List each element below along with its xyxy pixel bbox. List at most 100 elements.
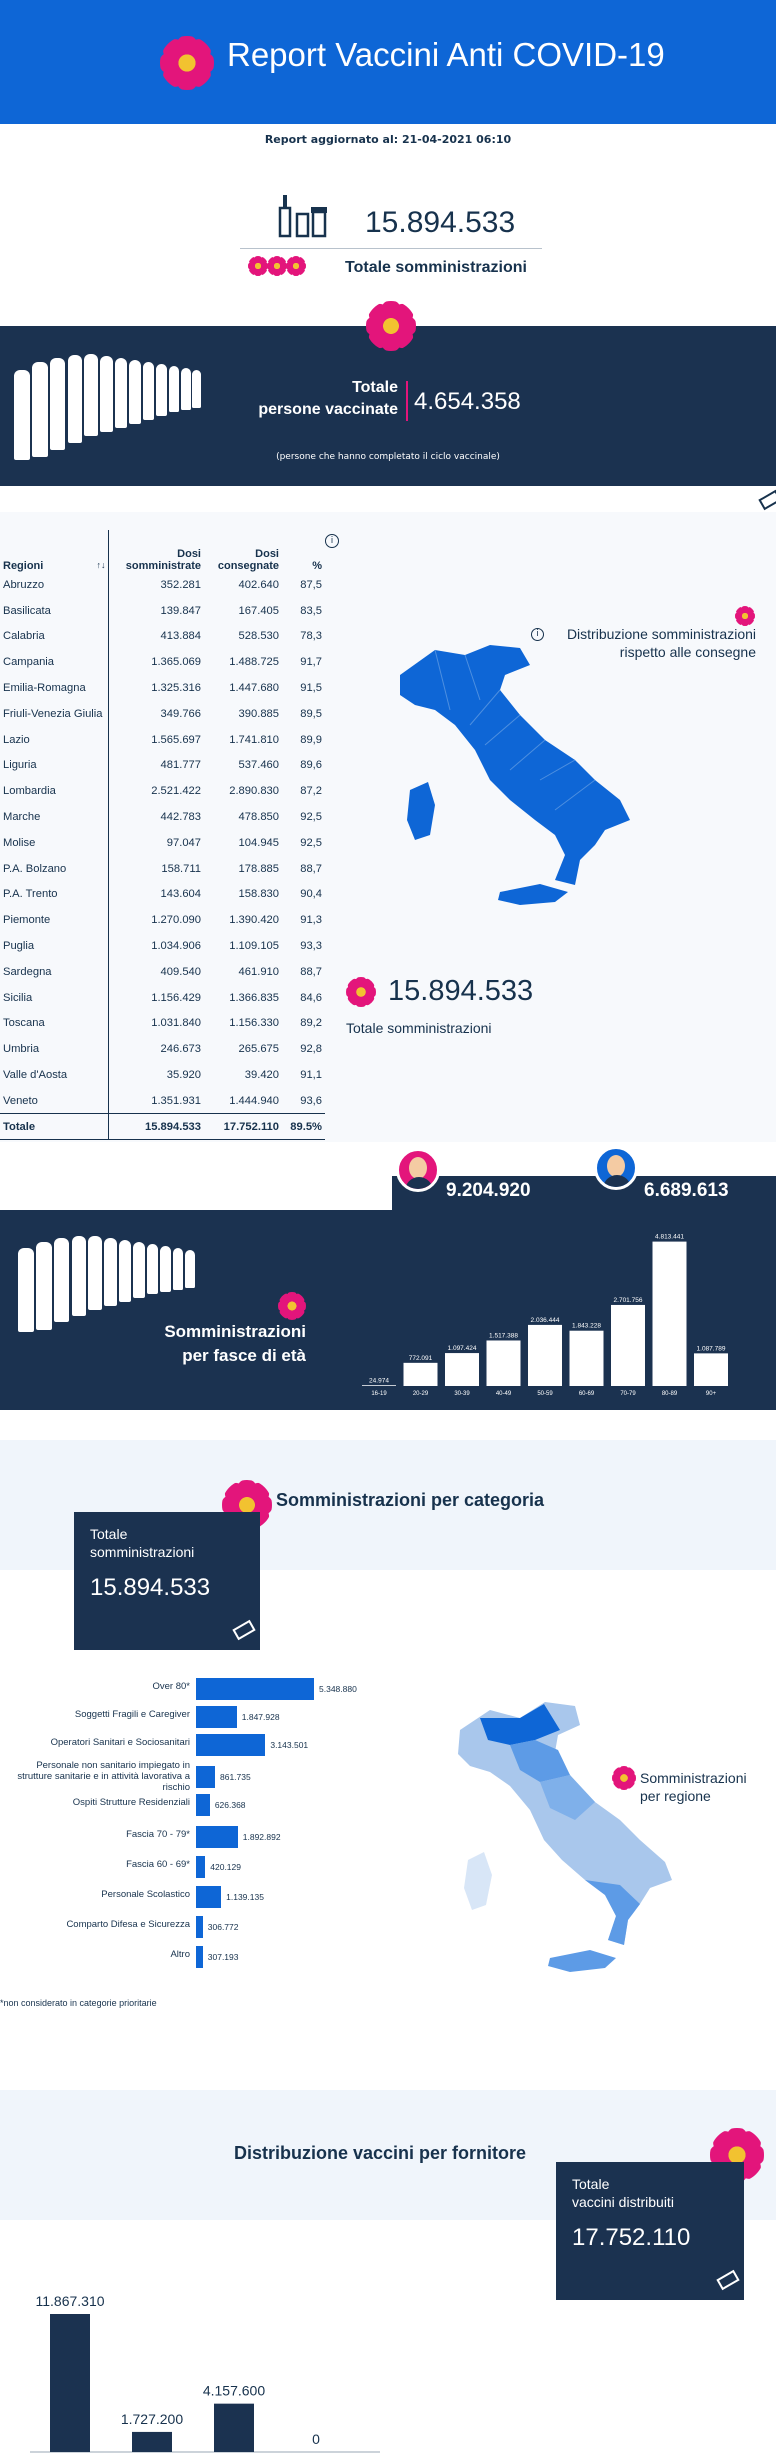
- italy-region-map[interactable]: [440, 1690, 680, 1980]
- eraser-icon[interactable]: [758, 489, 776, 511]
- age-bar: [486, 1340, 521, 1386]
- category-bar: [196, 1916, 203, 1938]
- category-label: Altro: [170, 1949, 190, 1960]
- table-row[interactable]: Marche 442.783 478.850 92,5: [0, 804, 325, 830]
- table-row[interactable]: Veneto 1.351.931 1.444.940 93,6: [0, 1087, 325, 1114]
- region-value: 413.884: [160, 630, 201, 643]
- table-row[interactable]: Sicilia 1.156.429 1.366.835 84,6: [0, 984, 325, 1011]
- table-row[interactable]: Piemonte 1.270.090 1.390.420 91,3: [0, 907, 325, 934]
- table-row[interactable]: Lombardia 2.521.422 2.890.830 87,2: [0, 778, 325, 805]
- age-bar-chart[interactable]: 24.974 16-19 772.091 20-29 1.097.424 30-39 1.5…: [356, 1226, 756, 1404]
- region-name: Campania: [0, 649, 109, 676]
- region-value: 104.945: [238, 836, 279, 849]
- total-cell: 17.752.110: [204, 1113, 282, 1141]
- total-cell: Totale: [0, 1113, 109, 1141]
- table-row[interactable]: Abruzzo 352.281 402.640 87,5: [0, 572, 325, 598]
- table-row[interactable]: Emilia-Romagna 1.325.316 1.447.680 91,5: [0, 675, 325, 701]
- region-value: 537.460: [238, 759, 279, 772]
- category-bar: [196, 1794, 210, 1816]
- region-value: 87,2: [300, 785, 322, 798]
- region-value: 78,3: [300, 630, 322, 643]
- region-value: 478.850: [238, 811, 279, 824]
- category-value: 420.129: [210, 1862, 241, 1872]
- region-value: 91,5: [300, 682, 322, 695]
- info-icon[interactable]: i: [325, 534, 339, 548]
- age-bar: [445, 1353, 479, 1386]
- table-total-row: Totale 15.894.533 17.752.110 89.5%: [0, 1113, 325, 1141]
- supplier-bar-chart[interactable]: 11.867.310 1.727.200 4.157.600 0: [30, 2290, 390, 2458]
- eraser-icon[interactable]: [232, 1619, 256, 1641]
- region-value: 1.270.090: [151, 914, 201, 927]
- col-region-header[interactable]: Regioni ↑↓: [0, 530, 109, 572]
- region-value: 1.444.940: [229, 1094, 279, 1107]
- region-value: 528.530: [238, 630, 279, 643]
- region-value: 93,6: [300, 1094, 322, 1107]
- flower-icon: [612, 1766, 636, 1790]
- region-value: 1.741.810: [229, 733, 279, 746]
- age-tick-label: 90+: [706, 1391, 717, 1397]
- flower-icon: [735, 606, 755, 626]
- region-value: 442.783: [160, 811, 201, 824]
- age-tick-label: 20-29: [413, 1391, 429, 1397]
- region-value: 92,5: [300, 811, 322, 824]
- table-row[interactable]: Friuli-Venezia Giulia 349.766 390.885 89,5: [0, 700, 325, 727]
- region-name: Puglia: [0, 933, 109, 959]
- category-chart[interactable]: Over 80* 5.348.880 Soggetti Fragili e Care…: [0, 1670, 420, 1970]
- region-name: Umbria: [0, 1036, 109, 1063]
- category-label: Soggetti Fragili e Caregiver: [74, 1709, 190, 1720]
- map-distribution-title-1: Distribuzione somministrazioni: [566, 626, 756, 642]
- table-row[interactable]: Calabria 413.884 528.530 78,3: [0, 623, 325, 650]
- table-row[interactable]: Puglia 1.034.906 1.109.105 93,3: [0, 933, 325, 959]
- region-value: 91,1: [300, 1069, 322, 1082]
- region-value: 88,7: [300, 965, 322, 978]
- total-administrations-value: 15.894.533: [365, 206, 516, 239]
- eraser-icon[interactable]: [716, 2269, 740, 2291]
- info-icon[interactable]: i: [531, 628, 544, 641]
- category-value: 1.892.892: [242, 1832, 281, 1842]
- region-value: 1.447.680: [229, 682, 279, 695]
- region-value: 89,9: [300, 733, 322, 746]
- map-total-label: Totale somministrazioni: [346, 1020, 492, 1036]
- age-bar: [694, 1353, 728, 1386]
- supplier-value-label: 11.867.310: [35, 2293, 104, 2309]
- vaccinated-label-2: persone vaccinate: [258, 401, 398, 418]
- region-name: Sardegna: [0, 958, 109, 985]
- table-row[interactable]: Toscana 1.031.840 1.156.330 89,2: [0, 1010, 325, 1037]
- age-value-label: 2.701.756: [614, 1297, 643, 1304]
- col-administered-header[interactable]: Dosi somministrate: [125, 548, 201, 572]
- supplier-bar: [50, 2314, 90, 2452]
- region-value: 265.675: [238, 1043, 279, 1056]
- table-row[interactable]: Valle d'Aosta 35.920 39.420 91,1: [0, 1062, 325, 1088]
- region-value: 91,7: [300, 656, 322, 669]
- total-administrations-label: Totale somministrazioni: [345, 259, 527, 276]
- table-row[interactable]: Liguria 481.777 537.460 89,6: [0, 752, 325, 779]
- table-row[interactable]: P.A. Bolzano 158.711 178.885 88,7: [0, 855, 325, 882]
- crowd-illustration: [18, 1228, 208, 1338]
- region-value: 35.920: [166, 1069, 201, 1082]
- region-name: Marche: [0, 804, 109, 830]
- region-value: 461.910: [238, 965, 279, 978]
- italy-map[interactable]: [380, 630, 700, 910]
- region-value: 402.640: [238, 578, 279, 591]
- region-value: 1.365.069: [151, 656, 201, 669]
- col-percent-header[interactable]: %: [312, 560, 322, 572]
- region-value: 93,3: [300, 940, 322, 953]
- age-bar: [528, 1324, 562, 1386]
- region-name: Lazio: [0, 726, 109, 753]
- table-row[interactable]: Lazio 1.565.697 1.741.810 89,9: [0, 726, 325, 753]
- vaccinated-banner: Totale persone vaccinate 4.654.358 (pers…: [0, 326, 776, 486]
- region-value: 89,6: [300, 759, 322, 772]
- table-row[interactable]: Umbria 246.673 265.675 92,8: [0, 1036, 325, 1063]
- region-value: 143.604: [160, 888, 201, 901]
- crowd-illustration: [14, 340, 204, 460]
- table-row[interactable]: Campania 1.365.069 1.488.725 91,7: [0, 649, 325, 676]
- table-row[interactable]: Sardegna 409.540 461.910 88,7: [0, 958, 325, 985]
- box-label-1: Totale: [90, 1526, 128, 1542]
- age-value-label: 772.091: [409, 1355, 433, 1362]
- region-name: Toscana: [0, 1010, 109, 1037]
- table-row[interactable]: P.A. Trento 143.604 158.830 90,4: [0, 881, 325, 908]
- col-delivered-header[interactable]: Dosi consegnate: [217, 548, 279, 572]
- region-value: 1.366.835: [229, 991, 279, 1004]
- table-row[interactable]: Basilicata 139.847 167.405 83,5: [0, 597, 325, 624]
- table-row[interactable]: Molise 97.047 104.945 92,5: [0, 829, 325, 856]
